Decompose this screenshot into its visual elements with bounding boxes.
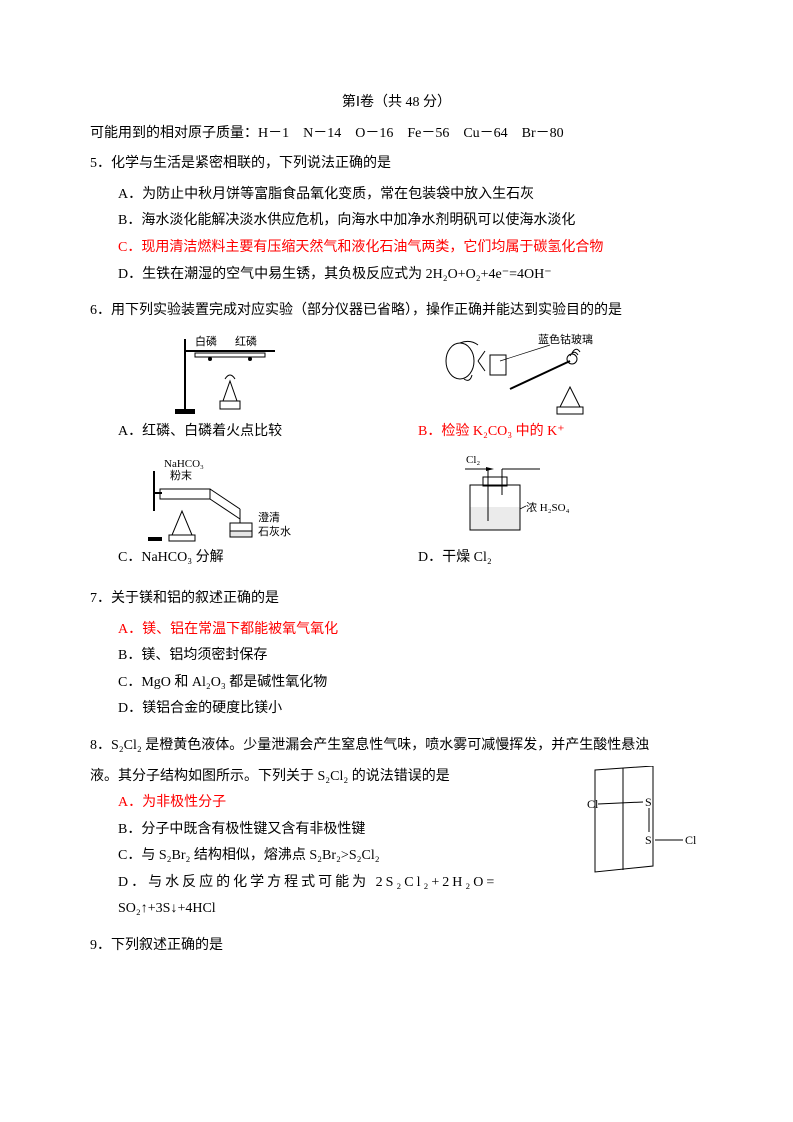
q5-option-a: A．为防止中秋月饼等富脂食品氧化变质，常在包装袋中放入生石灰 bbox=[90, 182, 703, 209]
fig-b-label-1: 蓝色钴玻璃 bbox=[538, 332, 593, 346]
q8-structure-diagram: Cl S S Cl bbox=[583, 766, 703, 887]
atomic-mass-line: 可能用到的相对原子质量：H－1 N－14 O－16 Fe－56 Cu－64 Br… bbox=[90, 121, 703, 148]
q8-stem-1: 8．S₂Cl₂ 是橙黄色液体。少量泄漏会产生窒息性气味，喷水雾可减慢挥发，并产生… bbox=[90, 733, 703, 760]
fig-a-label-2: 红磷 bbox=[235, 335, 257, 348]
q7-option-c: C．MgO 和 Al₂O₃ 都是碱性氧化物 bbox=[90, 670, 703, 697]
q6-figure-c: NaHCO₃ 粉末 澄清 石灰水 bbox=[90, 451, 390, 543]
diagram-label-cl-bot: Cl bbox=[685, 833, 697, 847]
apparatus-c-icon: NaHCO₃ 粉末 澄清 石灰水 bbox=[140, 451, 340, 543]
q5-option-d: D．生铁在潮湿的空气中易生锈，其负极反应式为 2H₂O+O₂+4e⁻=4OH⁻ bbox=[90, 262, 703, 289]
fig-d-label-2: 浓 H₂SO₄ bbox=[526, 501, 570, 514]
q6-stem: 6．用下列实验装置完成对应实验（部分仪器已省略），操作正确并能达到实验目的的是 bbox=[90, 298, 703, 325]
q6-caption-a: A．红磷、白磷着火点比较 bbox=[90, 419, 418, 446]
q6-caption-row-1: A．红磷、白磷着火点比较 B．检验 K₂CO₃ 中的 K⁺ bbox=[90, 419, 703, 446]
q5-option-c: C．现用清洁燃料主要有压缩天然气和液化石油气两类，它们均属于碳氢化合物 bbox=[90, 235, 703, 262]
s2cl2-structure-icon: Cl S S Cl bbox=[583, 766, 703, 876]
q7-option-d: D．镁铝合金的硬度比镁小 bbox=[90, 696, 703, 723]
fig-d-label-1: Cl₂ bbox=[466, 454, 480, 466]
diagram-label-cl-top: Cl bbox=[587, 797, 599, 811]
diagram-label-s-1: S bbox=[645, 795, 652, 809]
diagram-label-s-2: S bbox=[645, 833, 652, 847]
q8-option-d-cont: SO₂↑+3S↓+4HCl bbox=[90, 896, 703, 923]
q8-block: 8．S₂Cl₂ 是橙黄色液体。少量泄漏会产生窒息性气味，喷水雾可减慢挥发，并产生… bbox=[90, 733, 703, 923]
q6-figure-b: 蓝色钴玻璃 bbox=[390, 331, 670, 417]
apparatus-a-icon: 白磷 红磷 bbox=[165, 331, 315, 417]
fig-c-label-2: 粉末 bbox=[170, 468, 192, 482]
apparatus-d-icon: Cl₂ 浓 H₂SO₄ bbox=[430, 451, 630, 543]
page: 第Ⅰ卷（共 48 分） 可能用到的相对原子质量：H－1 N－14 O－16 Fe… bbox=[0, 0, 793, 1004]
fig-c-label-4: 石灰水 bbox=[258, 524, 291, 538]
q6-figure-row-1: 白磷 红磷 蓝色钴玻璃 bbox=[90, 331, 703, 417]
q9-stem: 9．下列叙述正确的是 bbox=[90, 933, 703, 960]
q6-caption-b: B．检验 K₂CO₃ 中的 K⁺ bbox=[418, 424, 565, 439]
q6-caption-d: D．干燥 Cl₂ bbox=[418, 545, 698, 572]
q6-caption-c: C．NaHCO₃ 分解 bbox=[90, 545, 418, 572]
section-title: 第Ⅰ卷（共 48 分） bbox=[90, 90, 703, 117]
fig-c-label-1: NaHCO₃ bbox=[164, 458, 204, 470]
q6-figure-a: 白磷 红磷 bbox=[90, 331, 390, 417]
q5-stem: 5．化学与生活是紧密相联的，下列说法正确的是 bbox=[90, 151, 703, 178]
q6-figure-row-2: NaHCO₃ 粉末 澄清 石灰水 Cl₂ 浓 H₂SO₄ bbox=[90, 451, 703, 543]
q5-option-b: B．海水淡化能解决淡水供应危机，向海水中加净水剂明矾可以使海水淡化 bbox=[90, 208, 703, 235]
q6-caption-row-2: C．NaHCO₃ 分解 D．干燥 Cl₂ bbox=[90, 545, 703, 572]
apparatus-b-icon: 蓝色钴玻璃 bbox=[430, 331, 630, 417]
fig-c-label-3: 澄清 bbox=[258, 510, 280, 524]
q7-option-b: B．镁、铝均须密封保存 bbox=[90, 643, 703, 670]
fig-a-label-1: 白磷 bbox=[195, 334, 217, 348]
q6-figure-d: Cl₂ 浓 H₂SO₄ bbox=[390, 451, 670, 543]
q7-stem: 7．关于镁和铝的叙述正确的是 bbox=[90, 586, 703, 613]
q7-option-a: A．镁、铝在常温下都能被氧气氧化 bbox=[90, 617, 703, 644]
